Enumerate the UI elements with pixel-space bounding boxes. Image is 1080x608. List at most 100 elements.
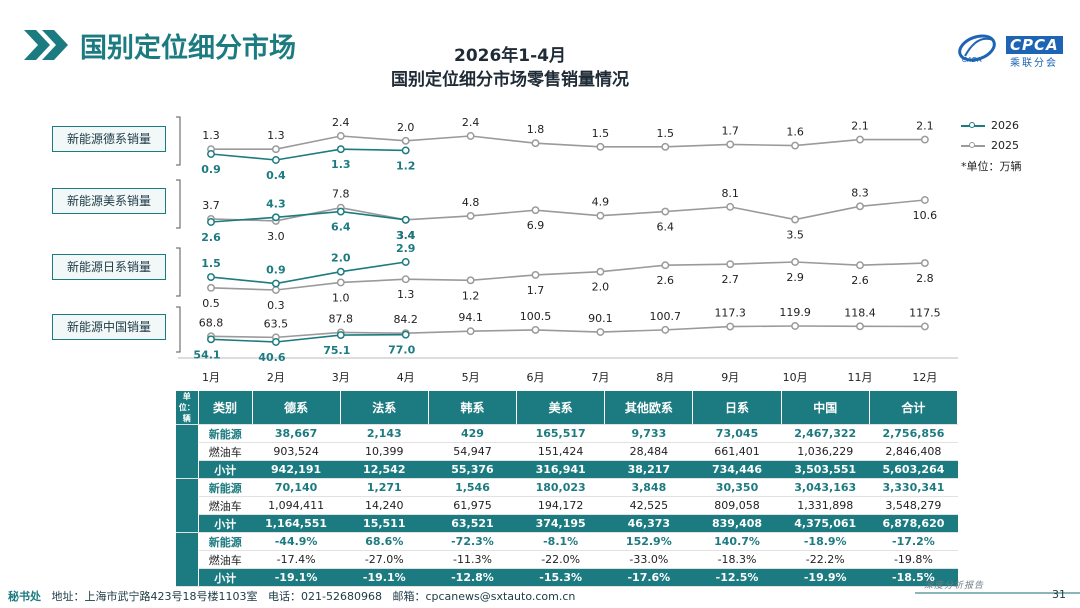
series-2025-data-label: 4.9 bbox=[592, 196, 610, 209]
series-2025-data-label: 2.4 bbox=[462, 116, 480, 129]
series-2026-line bbox=[210, 210, 406, 223]
series-2025-point bbox=[336, 278, 345, 287]
table-unit-label: 单位：辆 bbox=[176, 391, 199, 425]
x-tick-label: 10月 bbox=[783, 371, 808, 384]
series-2026-point bbox=[207, 273, 215, 282]
series-2025-point bbox=[596, 211, 605, 220]
table-cell: 942,191 bbox=[252, 460, 341, 479]
series-2025-point bbox=[920, 135, 929, 144]
series-2025-point bbox=[791, 322, 800, 330]
series-2025-point bbox=[920, 259, 929, 268]
series-2025-data-label: 3.4 bbox=[397, 229, 415, 242]
table-header-cell: 日系 bbox=[692, 391, 782, 425]
series-2025-data-label: 1.3 bbox=[202, 129, 220, 142]
series-2025-point bbox=[596, 267, 605, 276]
series-2026-point bbox=[207, 218, 215, 226]
table-cell: 61,975 bbox=[428, 496, 517, 515]
table-header-cell: 中国 bbox=[781, 391, 870, 425]
table-cell: 374,195 bbox=[516, 514, 605, 533]
footer-address: 地址：上海市武宁路423号18号楼1103室 bbox=[51, 590, 258, 603]
series-2026-point bbox=[336, 207, 345, 216]
line-chart: 1月 2月 3月 4月 5月 6月 7月 8月 9月 10月 11月 12月 1.3 1.3 2.4 2.0 2… bbox=[176, 116, 958, 384]
x-tick-label: 4月 bbox=[397, 371, 415, 384]
series-2025-data-label: 100.5 bbox=[520, 310, 552, 323]
table-cell: -19.8% bbox=[869, 550, 958, 569]
table-group-label: 本月累计 bbox=[176, 424, 199, 479]
series-2025-point bbox=[596, 328, 605, 336]
table-cell: 1,546 bbox=[428, 478, 517, 497]
legend-swatch-2025 bbox=[961, 142, 985, 148]
table-row: 累计同比新能源 -44.9% 68.6% -72.3% -8.1% 152.9% 140.7… bbox=[176, 532, 958, 587]
series-2025-point bbox=[466, 132, 475, 140]
series-2025-point bbox=[726, 140, 735, 149]
series-2025-point bbox=[856, 322, 864, 331]
series-2025-data-label: 2.8 bbox=[916, 272, 934, 285]
series-2026-point bbox=[336, 145, 345, 154]
series-2025-point bbox=[791, 215, 800, 224]
series-2025-data-label: 63.5 bbox=[264, 317, 289, 330]
series-2025-data-label: 10.6 bbox=[913, 209, 938, 222]
footer-office: 秘书处 bbox=[8, 590, 41, 603]
panel-bracket bbox=[176, 179, 181, 229]
series-2025-line bbox=[211, 135, 925, 150]
table-cell: 839,408 bbox=[692, 514, 782, 533]
row-label-chinese: 新能源中国销量 bbox=[52, 314, 166, 340]
table-row: 燃油车 903,524 10,399 54,947 151,424 28,484 661,4… bbox=[176, 442, 958, 461]
table-cell: -44.9% bbox=[252, 532, 341, 551]
table-cell: 63,521 bbox=[428, 514, 517, 533]
series-2025-data-label: 1.5 bbox=[592, 127, 610, 140]
page-number: 31 bbox=[1052, 588, 1066, 601]
series-2026-data-label: 4.3 bbox=[266, 197, 286, 210]
cpca-logo-icon bbox=[958, 34, 996, 62]
series-2025-data-label: 2.6 bbox=[657, 274, 675, 287]
table-row: 小计 -19.1% -19.1% -12.8% -15.3% -17.6% -12.5% -1… bbox=[176, 568, 958, 587]
series-2025-data-label: 8.3 bbox=[851, 186, 869, 199]
series-2025-data-label: 0.5 bbox=[202, 297, 220, 310]
series-2026-point bbox=[401, 258, 410, 266]
table-cell: 14,240 bbox=[340, 496, 429, 515]
series-2026-data-label: 3.4 bbox=[396, 229, 416, 242]
table-header-cell: 其他欧系 bbox=[604, 391, 694, 425]
series-2026-data-label: 75.1 bbox=[323, 344, 350, 357]
x-tick-label: 11月 bbox=[848, 371, 873, 384]
table-cell: -19.1% bbox=[340, 568, 429, 587]
table-cell: 316,941 bbox=[516, 460, 605, 479]
series-2026-point bbox=[271, 156, 280, 164]
series-2025-data-label: 6.9 bbox=[527, 219, 545, 232]
series-2026-data-label: 2.6 bbox=[201, 231, 221, 244]
table-cell: -8.1% bbox=[516, 532, 605, 551]
series-2025-point bbox=[661, 261, 670, 270]
footer: 秘书处 地址：上海市武宁路423号18号楼1103室 电话：021-526809… bbox=[8, 588, 575, 604]
series-2025-data-label: 94.1 bbox=[458, 311, 483, 324]
series-2026-data-label: 1.2 bbox=[396, 159, 416, 172]
table-cell: 661,401 bbox=[692, 442, 782, 461]
series-2025-data-label: 1.3 bbox=[267, 129, 285, 142]
table-cell: 1,036,229 bbox=[781, 442, 870, 461]
table-cell: 9,733 bbox=[604, 424, 693, 443]
row-label-japanese: 新能源日系销量 bbox=[52, 254, 166, 280]
table-cell: 73,045 bbox=[692, 424, 782, 443]
table-cell: 38,667 bbox=[252, 424, 341, 443]
table-cell: 180,023 bbox=[516, 478, 605, 497]
series-2025-point bbox=[531, 139, 540, 148]
table-cell: 3,330,341 bbox=[869, 478, 958, 497]
series-2025-point bbox=[920, 322, 929, 331]
table-cell: 152.9% bbox=[604, 532, 693, 551]
table-cell: -19.9% bbox=[781, 568, 870, 587]
row-label-american: 新能源美系销量 bbox=[52, 188, 166, 214]
chart-title-line2: 国别定位细分市场零售销量情况 bbox=[391, 70, 629, 90]
table-cell: 2,467,322 bbox=[781, 424, 870, 443]
series-2026-point bbox=[336, 267, 345, 276]
table-cell: 1,164,551 bbox=[252, 514, 341, 533]
logo-small-text: CADA bbox=[962, 56, 982, 64]
x-tick-label: 9月 bbox=[721, 371, 739, 384]
series-2025-point bbox=[531, 325, 540, 334]
chevron-double-icon bbox=[24, 30, 68, 60]
series-2025-data-label: 1.3 bbox=[397, 288, 415, 301]
x-tick-label: 8月 bbox=[656, 371, 674, 384]
series-2025-point bbox=[401, 136, 410, 145]
table-category-cell: 新能源 bbox=[198, 478, 252, 497]
table-cell: -33.0% bbox=[604, 550, 693, 569]
series-2025-data-label: 90.1 bbox=[588, 312, 613, 325]
table-cell: 30,350 bbox=[692, 478, 782, 497]
